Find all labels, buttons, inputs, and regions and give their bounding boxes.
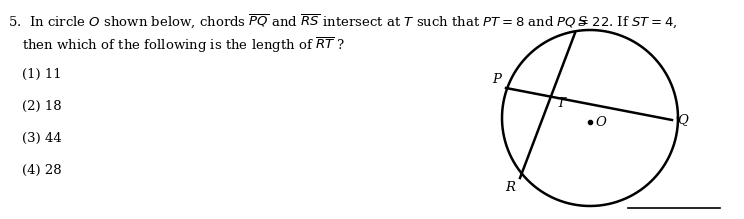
Text: (1) 11: (1) 11 xyxy=(22,68,62,81)
Text: (3) 44: (3) 44 xyxy=(22,132,62,145)
Text: then which of the following is the length of $\overline{RT}$ ?: then which of the following is the lengt… xyxy=(22,36,345,55)
Text: O: O xyxy=(595,115,606,129)
Text: (4) 28: (4) 28 xyxy=(22,164,62,177)
Text: R: R xyxy=(505,181,515,194)
Text: T: T xyxy=(556,97,565,110)
Text: Q: Q xyxy=(677,113,688,127)
Text: P: P xyxy=(492,73,501,86)
Text: S: S xyxy=(578,16,587,29)
Text: 5.  In circle $O$ shown below, chords $\overline{PQ}$ and $\overline{RS}$ inters: 5. In circle $O$ shown below, chords $\o… xyxy=(8,12,677,30)
Text: (2) 18: (2) 18 xyxy=(22,100,62,113)
